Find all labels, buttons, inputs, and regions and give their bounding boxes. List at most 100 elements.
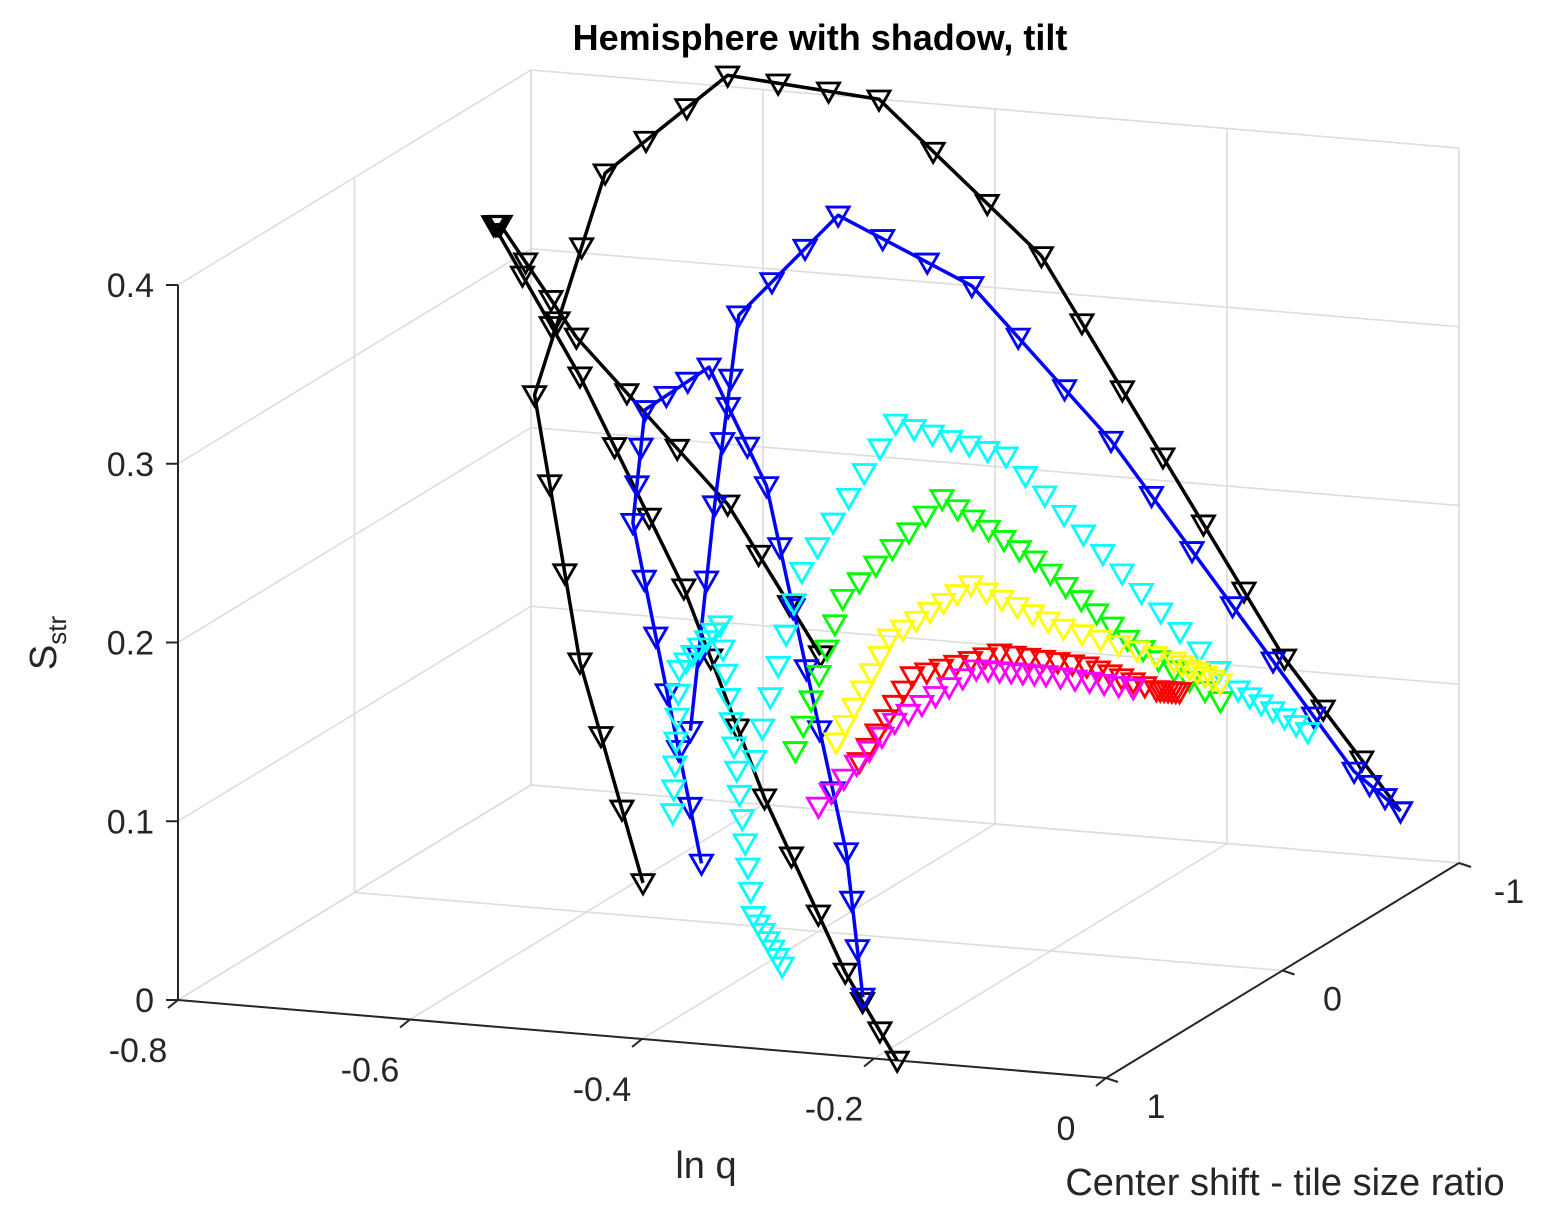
chart-title: Hemisphere with shadow, tilt <box>573 17 1068 58</box>
series-line <box>688 213 1402 813</box>
series-marker <box>1282 715 1310 739</box>
series-marker <box>1021 550 1049 574</box>
series-marker <box>804 904 832 929</box>
series-marker <box>701 495 729 519</box>
series-marker <box>1138 485 1165 510</box>
label-layer: -0.8 -0.6 -0.4 -0.2 0 -1 0 1 0 0.1 0.2 0.3 0.4 ln q Ce… <box>23 267 1524 1204</box>
series-marker <box>566 366 594 390</box>
series-marker <box>1051 379 1079 403</box>
grid-line <box>177 784 532 1001</box>
series-marker <box>1050 618 1078 643</box>
series-marker <box>863 723 891 748</box>
series-marker <box>843 939 871 963</box>
series-marker <box>872 709 900 733</box>
series-marker <box>819 512 847 537</box>
series-marker <box>544 311 572 335</box>
series-marker <box>676 796 704 821</box>
series-marker <box>659 803 687 827</box>
series-marker <box>845 572 873 596</box>
series-marker <box>568 237 596 261</box>
series-marker <box>930 593 957 617</box>
series-marker <box>695 357 723 382</box>
series-marker <box>693 570 720 595</box>
series-marker <box>958 276 986 300</box>
series-marker <box>835 487 863 512</box>
series-marker <box>900 419 928 443</box>
x-tick <box>399 1018 411 1029</box>
series-marker <box>714 397 742 421</box>
series-marker <box>881 712 909 737</box>
series-marker <box>751 788 778 812</box>
series-marker <box>1067 590 1095 614</box>
grid-line <box>530 69 1460 149</box>
series-marker <box>831 962 859 987</box>
series-marker <box>942 654 970 679</box>
grid-line <box>530 247 1460 328</box>
series-marker <box>1087 629 1114 654</box>
series-marker <box>778 846 805 871</box>
x-tick-label: 0 <box>1057 1110 1076 1148</box>
series-marker <box>806 720 834 744</box>
series-marker <box>706 615 734 639</box>
series-marker <box>1309 699 1337 724</box>
series-marker <box>688 853 715 878</box>
z-tick-label: 0 <box>135 982 154 1020</box>
series-marker <box>1061 669 1089 694</box>
series-marker <box>697 648 725 672</box>
series-6 <box>659 615 796 980</box>
series-marker <box>832 842 860 866</box>
series-marker <box>788 562 816 586</box>
series-marker <box>815 81 842 106</box>
series-marker <box>723 760 751 785</box>
x-axis-label: ln q <box>675 1145 736 1187</box>
y-axis-label: Center shift - tile size ratio <box>1065 1162 1504 1204</box>
series-marker <box>937 430 965 454</box>
series-marker <box>714 65 742 90</box>
series-marker <box>1294 722 1322 746</box>
series-7 <box>781 489 1234 765</box>
series-marker <box>1109 380 1136 404</box>
series-marker <box>1084 660 1112 684</box>
series-marker <box>521 385 548 409</box>
series-marker <box>1219 596 1246 620</box>
z-tick-label: 0.2 <box>107 625 154 663</box>
y-tick-label: 0 <box>1323 981 1342 1019</box>
series-marker <box>714 494 742 519</box>
series-marker <box>824 205 852 230</box>
series-marker <box>805 665 833 689</box>
series-marker <box>726 784 753 809</box>
series-marker <box>804 537 831 561</box>
series-marker <box>1236 687 1264 711</box>
series-marker <box>1012 465 1039 490</box>
series-marker <box>780 593 808 617</box>
z-axis-label: Sstr <box>23 616 72 671</box>
series-marker <box>1108 563 1136 587</box>
series-marker <box>821 614 849 638</box>
series-marker <box>756 687 784 711</box>
series-marker <box>866 1021 894 1045</box>
grid-line <box>177 248 532 465</box>
series-marker <box>629 873 657 897</box>
series-marker <box>663 438 691 463</box>
series-marker <box>943 584 971 608</box>
series-marker <box>635 507 663 532</box>
series-marker <box>1259 651 1287 675</box>
series-marker <box>792 659 820 683</box>
series-marker <box>1027 246 1055 270</box>
series-marker <box>1247 694 1275 718</box>
series-marker <box>1105 676 1133 700</box>
z-axis-label-subscript: str <box>42 616 72 645</box>
series-marker <box>1058 654 1086 678</box>
series-marker <box>875 628 903 653</box>
series-marker <box>791 238 819 263</box>
series-marker <box>922 686 949 710</box>
x-tick-label: -0.8 <box>109 1032 168 1070</box>
z-tick-label: 0.3 <box>107 446 154 484</box>
series-marker <box>986 643 1013 667</box>
series-marker <box>849 987 877 1012</box>
series-marker <box>764 655 792 680</box>
z-tick-label: 0.4 <box>107 267 154 305</box>
series-marker <box>712 663 740 688</box>
series-marker <box>919 141 947 166</box>
series-marker <box>536 474 564 498</box>
